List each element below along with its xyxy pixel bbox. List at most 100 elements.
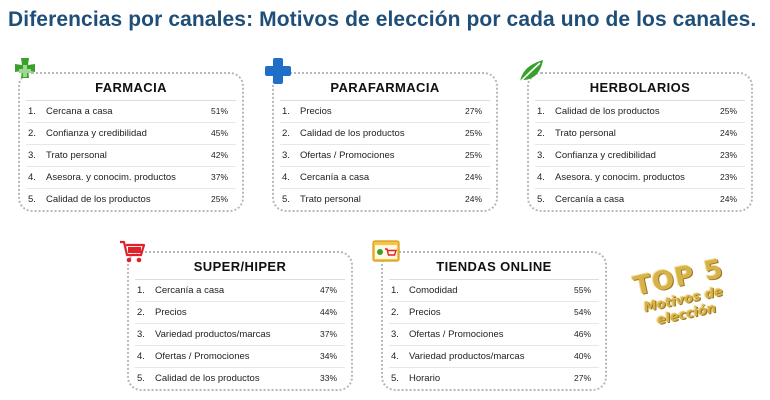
rank: 5. <box>391 373 399 384</box>
green-cross-icon <box>10 56 40 86</box>
percentage: 25% <box>210 194 228 204</box>
percentage: 23% <box>719 172 737 182</box>
list-item: 4. Cercanía a casa 24% <box>280 166 490 187</box>
reason-label: Variedad productos/marcas <box>409 351 525 362</box>
rank: 4. <box>137 351 145 362</box>
rank: 2. <box>282 128 290 139</box>
percentage: 46% <box>573 329 591 339</box>
reason-label: Trato personal <box>300 194 361 205</box>
reason-label: Calidad de los productos <box>46 194 151 205</box>
percentage: 51% <box>210 106 228 116</box>
percentage: 24% <box>719 128 737 138</box>
card-farmacia: FARMACIA 1. Cercana a casa 51% 2. Confianza… <box>18 72 244 212</box>
leaf-icon <box>516 56 546 86</box>
percentage: 55% <box>573 285 591 295</box>
percentage: 24% <box>464 172 482 182</box>
percentage: 40% <box>573 351 591 361</box>
list-item: 3. Ofertas / Promociones 46% <box>389 323 599 344</box>
list-item: 5. Calidad de los productos 25% <box>26 188 236 209</box>
percentage: 27% <box>464 106 482 116</box>
reason-label: Cercanía a casa <box>300 172 370 183</box>
rank: 5. <box>537 194 545 205</box>
card-title: SUPER/HIPER <box>193 259 287 274</box>
list-item: 2. Precios 54% <box>389 301 599 322</box>
list-item: 5. Calidad de los productos 33% <box>135 367 345 388</box>
reason-label: Trato personal <box>555 128 616 139</box>
blue-cross-icon <box>263 56 293 86</box>
list-item: 5. Cercanía a casa 24% <box>535 188 745 209</box>
card-title: PARAFARMACIA <box>330 80 440 95</box>
list-item: 3. Ofertas / Promociones 25% <box>280 144 490 165</box>
percentage: 54% <box>573 307 591 317</box>
percentage: 23% <box>719 150 737 160</box>
list-item: 2. Calidad de los productos 25% <box>280 122 490 143</box>
percentage: 37% <box>319 329 337 339</box>
list-item: 1. Comodidad 55% <box>389 279 599 300</box>
rank: 1. <box>391 285 399 296</box>
card-title: FARMACIA <box>95 80 167 95</box>
rank: 5. <box>282 194 290 205</box>
reason-label: Comodidad <box>409 285 458 296</box>
percentage: 45% <box>210 128 228 138</box>
rank: 5. <box>137 373 145 384</box>
percentage: 25% <box>464 128 482 138</box>
rank: 1. <box>28 106 36 117</box>
rank: 5. <box>28 194 36 205</box>
reason-label: Confianza y credibilidad <box>555 150 656 161</box>
rank: 2. <box>28 128 36 139</box>
rank: 3. <box>391 329 399 340</box>
reason-label: Cercanía a casa <box>155 285 225 296</box>
list-item: 1. Calidad de los productos 25% <box>535 100 745 121</box>
list-item: 3. Confianza y credibilidad 23% <box>535 144 745 165</box>
rank: 1. <box>137 285 145 296</box>
reason-label: Horario <box>409 373 441 384</box>
reason-label: Ofertas / Promociones <box>155 351 250 362</box>
list-item: 5. Trato personal 24% <box>280 188 490 209</box>
list-item: 2. Precios 44% <box>135 301 345 322</box>
rank: 4. <box>28 172 36 183</box>
percentage: 27% <box>573 373 591 383</box>
card-super-hiper: SUPER/HIPER 1. Cercanía a casa 47% 2. Preci… <box>127 251 353 391</box>
card-parafarmacia: PARAFARMACIA 1. Precios 27% 2. Calidad de l… <box>272 72 498 212</box>
percentage: 37% <box>210 172 228 182</box>
rank: 3. <box>537 150 545 161</box>
list-item: 4. Ofertas / Promociones 34% <box>135 345 345 366</box>
list-item: 4. Asesora. y conocim. productos 37% <box>26 166 236 187</box>
rank: 2. <box>537 128 545 139</box>
list-item: 1. Cercanía a casa 47% <box>135 279 345 300</box>
rank: 3. <box>137 329 145 340</box>
percentage: 33% <box>319 373 337 383</box>
list-item: 1. Cercana a casa 51% <box>26 100 236 121</box>
rank: 4. <box>282 172 290 183</box>
rank: 2. <box>137 307 145 318</box>
reason-label: Trato personal <box>46 150 107 161</box>
rank: 3. <box>28 150 36 161</box>
reason-label: Asesora. y conocim. productos <box>555 172 685 183</box>
rank: 1. <box>537 106 545 117</box>
reason-label: Cercana a casa <box>46 106 113 117</box>
card-title: TIENDAS ONLINE <box>436 259 552 274</box>
reason-label: Precios <box>155 307 187 318</box>
page-title: Diferencias por canales: Motivos de elec… <box>8 8 757 31</box>
list-item: 2. Confianza y credibilidad 45% <box>26 122 236 143</box>
card-herbolarios: HERBOLARIOS 1. Calidad de los productos 25… <box>527 72 753 212</box>
list-item: 3. Variedad productos/marcas 37% <box>135 323 345 344</box>
percentage: 24% <box>464 194 482 204</box>
list-item: 2. Trato personal 24% <box>535 122 745 143</box>
top5-stamp: TOP 5 Motivos de elección <box>623 252 754 392</box>
percentage: 47% <box>319 285 337 295</box>
reason-label: Precios <box>300 106 332 117</box>
reason-label: Calidad de los productos <box>155 373 260 384</box>
rank: 3. <box>282 150 290 161</box>
list-item: 4. Asesora. y conocim. productos 23% <box>535 166 745 187</box>
percentage: 34% <box>319 351 337 361</box>
reason-label: Variedad productos/marcas <box>155 329 271 340</box>
percentage: 42% <box>210 150 228 160</box>
shopping-cart-icon <box>117 236 147 266</box>
list-item: 4. Variedad productos/marcas 40% <box>389 345 599 366</box>
reason-label: Calidad de los productos <box>300 128 405 139</box>
reason-label: Calidad de los productos <box>555 106 660 117</box>
list-item: 3. Trato personal 42% <box>26 144 236 165</box>
rank: 4. <box>537 172 545 183</box>
percentage: 25% <box>719 106 737 116</box>
